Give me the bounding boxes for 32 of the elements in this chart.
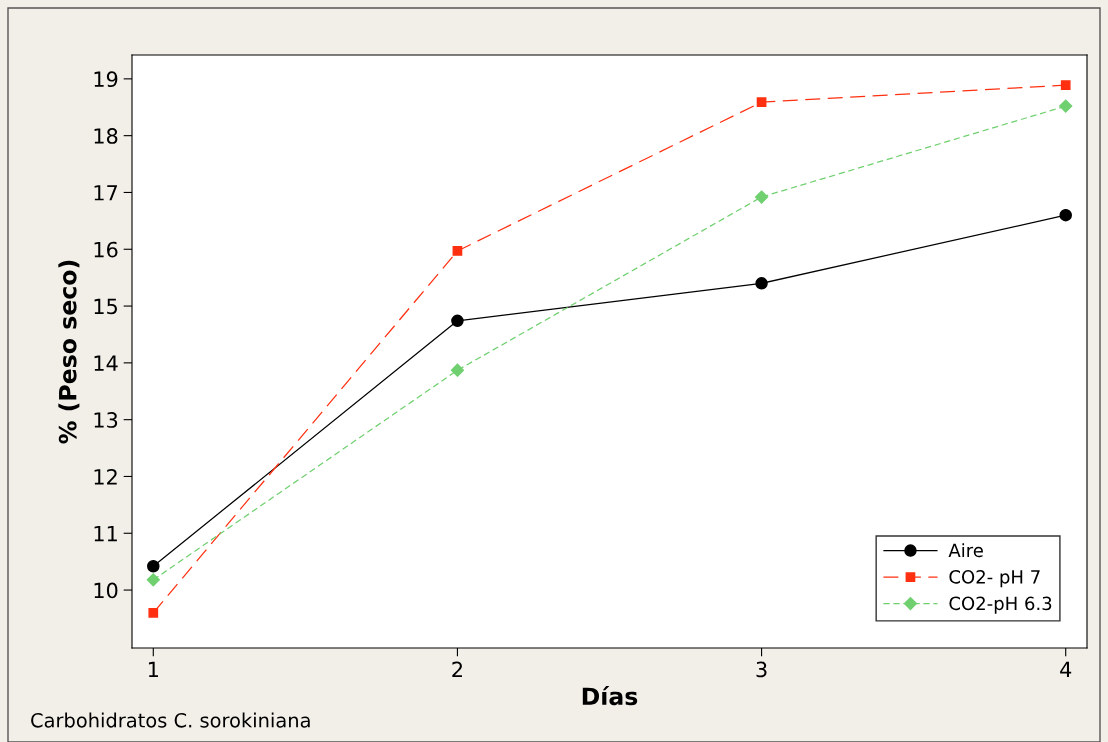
x-tick-label: 4	[1060, 661, 1072, 678]
y-tick-label: 17	[94, 185, 118, 201]
point	[148, 607, 159, 618]
point	[451, 314, 464, 328]
y-tick-label: 15	[94, 298, 117, 315]
x-axis-title: Días	[582, 685, 638, 706]
point	[450, 363, 465, 377]
point	[755, 277, 768, 290]
x-tick-label: 1	[148, 661, 158, 678]
point	[1059, 208, 1072, 222]
y-tick-label: 11	[94, 525, 117, 542]
y-tick-label: 14	[94, 355, 118, 371]
point	[754, 190, 769, 204]
y-tick-label: 10	[94, 582, 118, 599]
legend-label: CO2-pH 6.3	[949, 596, 1052, 614]
point	[147, 559, 160, 573]
text: Carbohidratos C. sorokiniana	[31, 712, 310, 728]
y-tick-label: 19	[94, 71, 118, 88]
y-tick-label: 16	[94, 241, 118, 258]
point	[756, 97, 767, 108]
point	[1060, 80, 1071, 90]
x-tick-label: 3	[756, 661, 767, 678]
y-tick-label: 18	[94, 128, 118, 144]
legend-label: Aire	[948, 543, 983, 558]
y-axis-title: % (Peso seco)	[58, 260, 80, 444]
legend-label: CO2- pH 7	[949, 570, 1040, 588]
point	[1059, 99, 1073, 113]
x-tick-label: 2	[452, 661, 462, 678]
y-tick-label: 12	[94, 468, 117, 485]
point	[452, 246, 463, 256]
y-tick-label: 13	[94, 412, 118, 428]
point	[146, 573, 160, 587]
